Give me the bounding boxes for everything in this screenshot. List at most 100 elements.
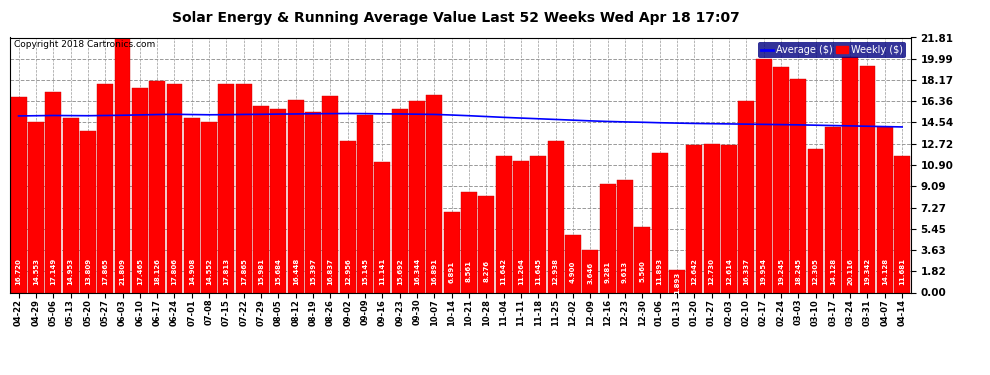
Bar: [62, 118, 78, 292]
Text: 19.954: 19.954: [760, 258, 766, 285]
Text: 5.560: 5.560: [640, 261, 645, 282]
Bar: [270, 109, 286, 292]
Text: 16.720: 16.720: [16, 258, 22, 285]
Bar: [877, 128, 893, 292]
Text: 15.981: 15.981: [258, 258, 264, 285]
Text: 17.806: 17.806: [171, 258, 177, 285]
Text: 20.116: 20.116: [847, 258, 853, 285]
Text: 15.397: 15.397: [310, 258, 316, 285]
Text: 9.281: 9.281: [605, 260, 611, 282]
Text: 12.614: 12.614: [726, 258, 732, 285]
Text: 13.809: 13.809: [85, 258, 91, 285]
Bar: [617, 180, 633, 292]
Bar: [842, 57, 858, 292]
Bar: [444, 212, 459, 292]
Bar: [721, 145, 737, 292]
Bar: [686, 145, 702, 292]
Text: 11.141: 11.141: [379, 258, 385, 285]
Bar: [305, 112, 321, 292]
Bar: [132, 88, 148, 292]
Bar: [825, 128, 841, 292]
Text: 19.342: 19.342: [864, 258, 870, 285]
Text: 14.553: 14.553: [33, 258, 39, 285]
Text: 14.552: 14.552: [206, 258, 212, 285]
Bar: [323, 96, 339, 292]
Text: 6.891: 6.891: [448, 260, 454, 282]
Text: 12.305: 12.305: [813, 258, 819, 285]
Text: 12.730: 12.730: [709, 258, 715, 285]
Text: 16.837: 16.837: [328, 258, 334, 285]
Bar: [288, 100, 304, 292]
Bar: [669, 270, 685, 292]
Text: 15.684: 15.684: [275, 258, 281, 285]
Bar: [582, 250, 598, 292]
Text: 11.893: 11.893: [656, 258, 662, 285]
Text: 16.448: 16.448: [293, 258, 299, 285]
Text: 11.681: 11.681: [899, 258, 905, 285]
Bar: [253, 106, 269, 292]
Text: 16.344: 16.344: [414, 258, 420, 285]
Bar: [184, 118, 200, 292]
Text: 9.613: 9.613: [622, 260, 628, 282]
Bar: [409, 101, 425, 292]
Text: 16.891: 16.891: [432, 258, 438, 285]
Bar: [11, 97, 27, 292]
Text: 19.245: 19.245: [778, 258, 784, 285]
Bar: [28, 122, 44, 292]
Text: 16.337: 16.337: [743, 258, 749, 285]
Bar: [461, 192, 477, 292]
Bar: [478, 196, 494, 292]
Text: 21.809: 21.809: [120, 258, 126, 285]
Bar: [739, 102, 754, 292]
Text: 15.692: 15.692: [397, 258, 403, 285]
Bar: [149, 81, 165, 292]
Bar: [201, 122, 217, 292]
Bar: [894, 156, 910, 292]
Bar: [790, 79, 806, 292]
Text: 12.938: 12.938: [552, 258, 558, 285]
Text: 12.956: 12.956: [345, 258, 350, 285]
Bar: [236, 84, 251, 292]
Bar: [773, 68, 789, 292]
Text: 18.245: 18.245: [795, 258, 801, 285]
Bar: [496, 156, 512, 292]
Bar: [80, 131, 96, 292]
Text: 14.953: 14.953: [67, 258, 73, 285]
Text: 17.149: 17.149: [50, 258, 56, 285]
Bar: [46, 92, 61, 292]
Text: 14.128: 14.128: [830, 258, 836, 285]
Text: 8.276: 8.276: [483, 261, 489, 282]
Bar: [600, 184, 616, 292]
Text: 15.145: 15.145: [362, 258, 368, 285]
Bar: [392, 109, 408, 292]
Text: Solar Energy & Running Average Value Last 52 Weeks Wed Apr 18 17:07: Solar Energy & Running Average Value Las…: [171, 11, 740, 25]
Text: 11.642: 11.642: [501, 258, 507, 285]
Bar: [513, 161, 529, 292]
Bar: [755, 59, 771, 292]
Bar: [97, 84, 113, 292]
Text: 14.908: 14.908: [189, 258, 195, 285]
Bar: [651, 153, 667, 292]
Text: 18.126: 18.126: [154, 258, 160, 285]
Bar: [115, 38, 131, 292]
Text: 17.865: 17.865: [241, 258, 247, 285]
Bar: [219, 84, 235, 292]
Bar: [635, 228, 650, 292]
Bar: [547, 141, 563, 292]
Text: 17.465: 17.465: [137, 258, 143, 285]
Text: 1.893: 1.893: [674, 272, 680, 294]
Text: 14.128: 14.128: [882, 258, 888, 285]
Text: 8.561: 8.561: [466, 261, 472, 282]
Bar: [166, 84, 182, 292]
Text: 3.646: 3.646: [587, 262, 593, 284]
Text: 17.865: 17.865: [102, 258, 108, 285]
Bar: [565, 235, 581, 292]
Bar: [340, 141, 355, 292]
Text: 12.642: 12.642: [691, 258, 697, 285]
Text: 17.813: 17.813: [224, 258, 230, 285]
Text: Copyright 2018 Cartronics.com: Copyright 2018 Cartronics.com: [15, 40, 155, 49]
Bar: [808, 148, 824, 292]
Text: 11.264: 11.264: [518, 258, 524, 285]
Bar: [859, 66, 875, 292]
Bar: [357, 116, 373, 292]
